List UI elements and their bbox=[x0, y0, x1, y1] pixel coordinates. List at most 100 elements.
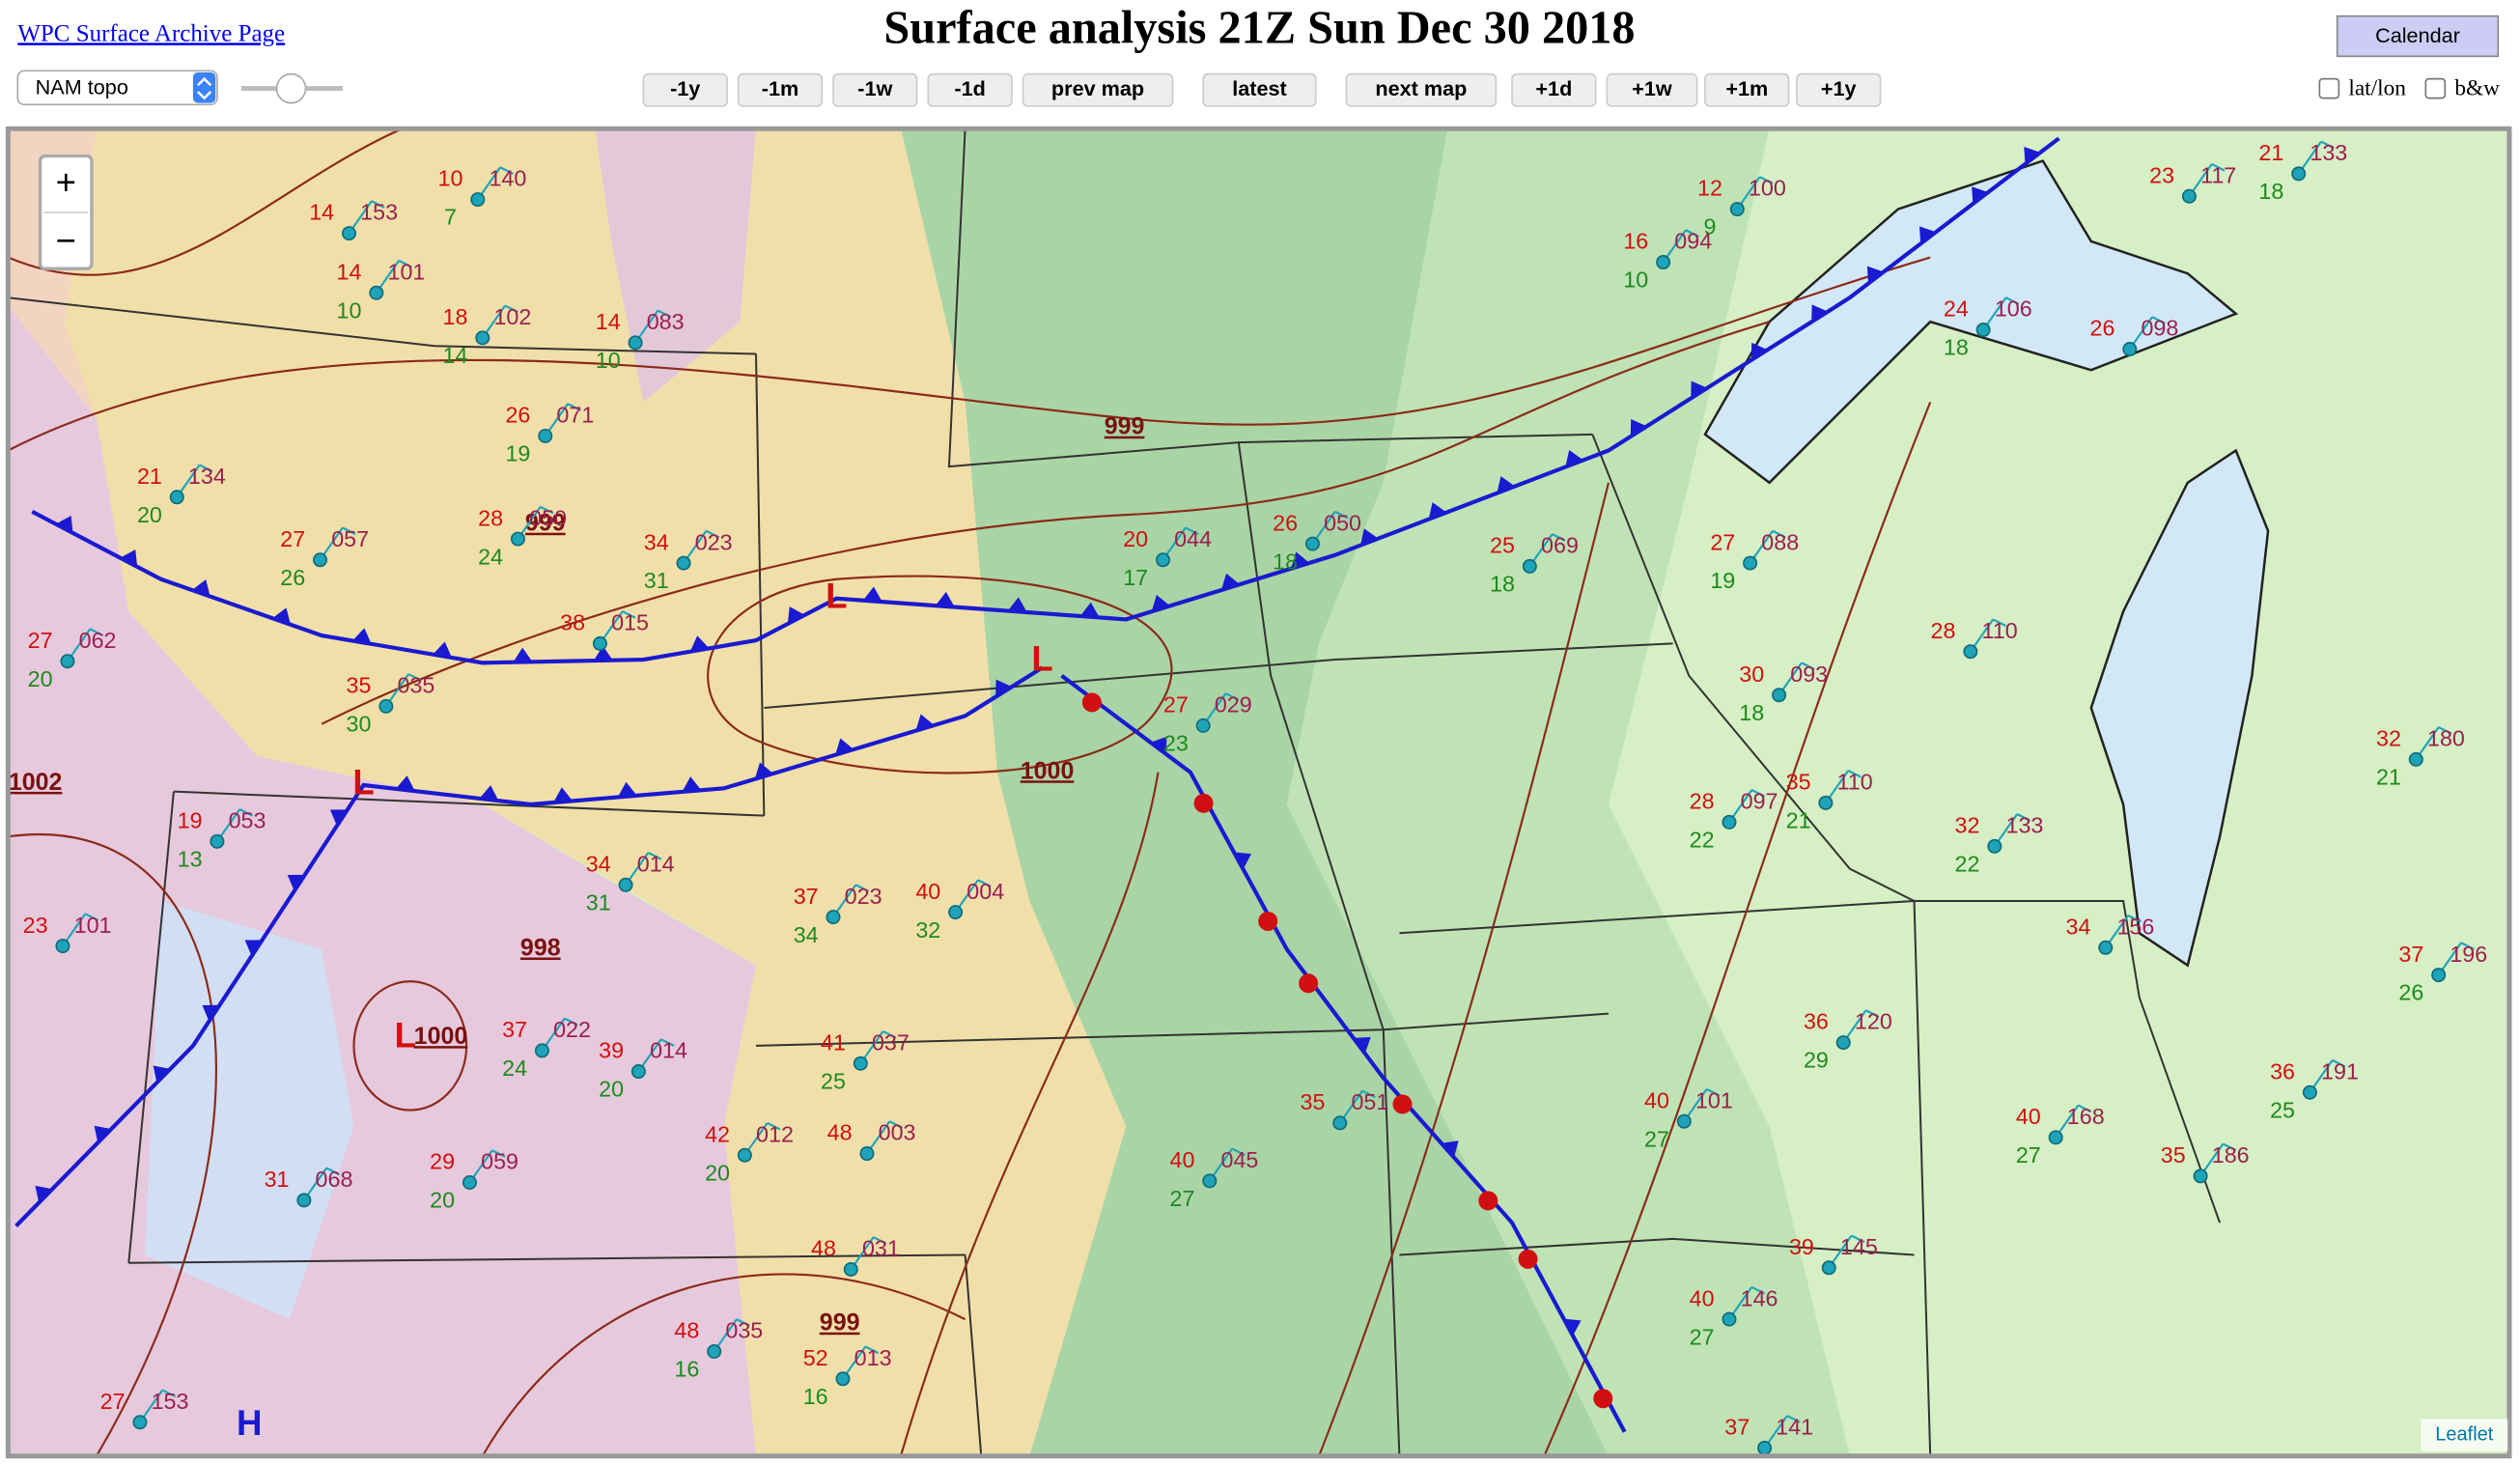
nav-button[interactable] bbox=[642, 72, 728, 107]
station-dewpoint: 16 bbox=[674, 1357, 699, 1382]
pressure-center: L bbox=[352, 763, 374, 802]
nav-button-label[interactable]: prev map bbox=[1051, 76, 1144, 100]
station-pressure: 062 bbox=[79, 628, 117, 653]
station-pressure: 097 bbox=[1741, 788, 1778, 813]
wind-barb bbox=[89, 628, 104, 637]
nav-button[interactable] bbox=[832, 72, 918, 107]
station-marker bbox=[948, 905, 964, 920]
isobar-label: 1000 bbox=[1021, 757, 1075, 784]
calendar-label[interactable]: Calendar bbox=[2375, 23, 2460, 47]
station-temperature: 48 bbox=[827, 1120, 853, 1145]
front-symbol bbox=[862, 586, 882, 603]
station-marker bbox=[1835, 1035, 1851, 1051]
station-pressure: 037 bbox=[872, 1029, 910, 1055]
station-marker bbox=[1818, 795, 1834, 810]
station-marker bbox=[2193, 1168, 2208, 1184]
nav-button[interactable] bbox=[1022, 72, 1174, 107]
nav-button[interactable] bbox=[1345, 72, 1498, 107]
wind-barb bbox=[705, 529, 720, 539]
nav-button[interactable] bbox=[1511, 72, 1597, 107]
station-dewpoint: 18 bbox=[1944, 335, 1969, 360]
station-pressure: 069 bbox=[1541, 533, 1579, 558]
station-temperature: 10 bbox=[438, 166, 463, 191]
station-dewpoint: 31 bbox=[586, 889, 611, 915]
nav-button[interactable] bbox=[1796, 72, 1882, 107]
archive-link[interactable]: WPC Surface Archive Page bbox=[17, 20, 285, 46]
station-pressure: 057 bbox=[331, 526, 369, 551]
nav-button-label[interactable]: -1d bbox=[954, 76, 985, 100]
zoom-out[interactable]: − bbox=[56, 220, 76, 260]
station-pressure: 101 bbox=[1695, 1087, 1733, 1112]
isobar bbox=[707, 575, 1173, 774]
station-marker bbox=[1975, 323, 1991, 338]
nav-button-label[interactable]: -1m bbox=[762, 76, 798, 100]
station-temperature: 26 bbox=[1273, 510, 1298, 535]
nav-button-label[interactable]: -1y bbox=[670, 76, 700, 100]
nav-button-label[interactable]: +1d bbox=[1535, 76, 1572, 100]
checkbox-label[interactable]: b&w bbox=[2454, 76, 2500, 101]
station-marker bbox=[628, 335, 643, 351]
wind-barb bbox=[2151, 316, 2166, 324]
station-pressure: 110 bbox=[1982, 618, 2018, 643]
station-dewpoint: 31 bbox=[644, 568, 669, 593]
station-marker bbox=[826, 910, 841, 925]
station-marker bbox=[378, 698, 394, 714]
station-temperature: 14 bbox=[596, 309, 621, 334]
station-marker bbox=[60, 654, 75, 669]
station-temperature: 35 bbox=[1786, 769, 1811, 794]
select-arrow[interactable] bbox=[192, 71, 216, 103]
station-marker bbox=[1963, 644, 1978, 660]
station-marker bbox=[132, 1415, 148, 1430]
station-pressure: 117 bbox=[2200, 162, 2236, 187]
nav-button-label[interactable]: +1m bbox=[1725, 76, 1768, 100]
nav-button[interactable] bbox=[737, 72, 824, 107]
nav-button-label[interactable]: next map bbox=[1375, 76, 1467, 100]
station-temperature: 27 bbox=[1710, 529, 1735, 554]
opacity-slider-thumb[interactable] bbox=[275, 72, 307, 104]
map-select[interactable] bbox=[16, 70, 218, 106]
station-marker bbox=[630, 1064, 646, 1080]
wind-barb bbox=[1750, 1285, 1766, 1295]
wind-barb bbox=[1706, 1087, 1721, 1097]
nav-button[interactable] bbox=[927, 72, 1013, 107]
isobar-label: 999 bbox=[525, 510, 566, 537]
wind-barb bbox=[622, 610, 636, 619]
station-temperature: 37 bbox=[794, 884, 819, 909]
station-dewpoint: 19 bbox=[1710, 568, 1735, 593]
nav-button-label[interactable]: +1y bbox=[1821, 76, 1857, 100]
wind-barb bbox=[647, 852, 662, 860]
nav-button[interactable] bbox=[1202, 72, 1317, 107]
nav-button[interactable] bbox=[1606, 72, 1698, 107]
station-pressure: 180 bbox=[2427, 726, 2465, 751]
nav-button[interactable] bbox=[1704, 72, 1790, 107]
checkbox[interactable] bbox=[2424, 77, 2447, 99]
attribution[interactable]: Leaflet bbox=[2435, 1423, 2493, 1445]
front-symbol bbox=[1497, 476, 1516, 493]
station-dewpoint: 27 bbox=[1170, 1186, 1195, 1211]
checkbox-label[interactable]: lat/lon bbox=[2348, 76, 2406, 101]
front-symbol bbox=[1258, 911, 1278, 931]
station-marker bbox=[676, 555, 691, 571]
front-symbol bbox=[94, 1125, 112, 1143]
nav-button-label[interactable]: +1w bbox=[1632, 76, 1672, 100]
station-marker bbox=[1772, 688, 1787, 703]
front-symbol bbox=[1811, 304, 1829, 323]
station-pressure: 050 bbox=[529, 505, 567, 530]
calendar-button[interactable] bbox=[2336, 14, 2500, 58]
station-temperature: 40 bbox=[2016, 1104, 2041, 1129]
station-dewpoint: 23 bbox=[1163, 731, 1189, 756]
checkbox[interactable] bbox=[2318, 77, 2340, 99]
station-marker bbox=[470, 192, 486, 208]
map-select-label[interactable]: NAM topo bbox=[36, 74, 128, 99]
station-pressure: 191 bbox=[2321, 1058, 2359, 1084]
nav-button-label[interactable]: latest bbox=[1232, 76, 1287, 100]
zoom-in[interactable]: + bbox=[56, 162, 76, 202]
station-temperature: 40 bbox=[1690, 1285, 1715, 1310]
station-marker bbox=[592, 635, 607, 651]
station-pressure: 133 bbox=[2006, 812, 2044, 837]
nav-button-label[interactable]: -1w bbox=[857, 76, 892, 100]
station-marker bbox=[1757, 1440, 1773, 1455]
front-symbol bbox=[244, 940, 263, 957]
state-border bbox=[1914, 899, 2222, 1224]
